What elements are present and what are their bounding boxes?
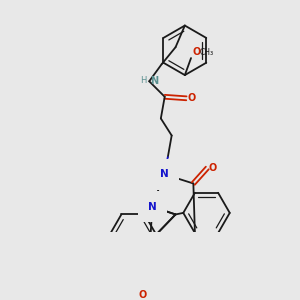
Text: O: O [188,93,196,103]
Text: N: N [150,76,158,85]
Text: O: O [209,163,217,173]
Text: H: H [140,76,147,85]
Text: CH₃: CH₃ [200,48,214,57]
Text: O: O [139,290,147,300]
Text: N: N [148,202,157,212]
Text: N: N [160,169,168,179]
Text: O: O [193,47,201,57]
Text: N: N [148,202,157,212]
Text: N: N [160,169,168,179]
